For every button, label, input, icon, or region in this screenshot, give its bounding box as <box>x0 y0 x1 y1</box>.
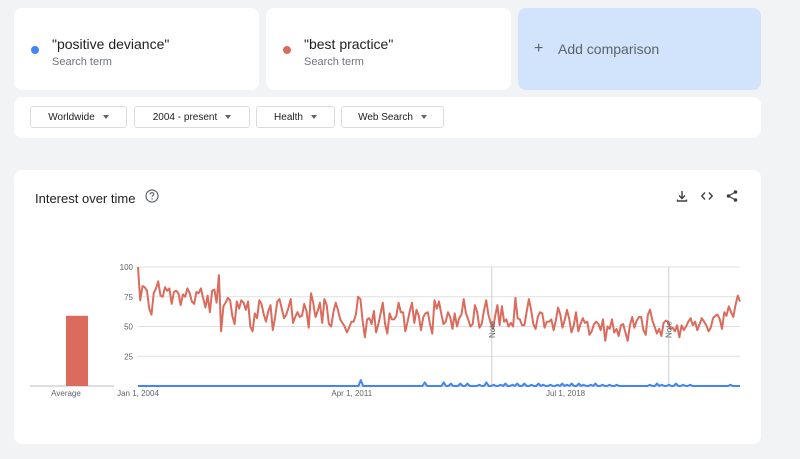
filter-category-dropdown[interactable]: Health <box>256 106 335 128</box>
filter-label: Web Search <box>358 111 413 123</box>
filter-time-range-dropdown[interactable]: 2004 - present <box>134 106 250 128</box>
y-tick-label: 50 <box>124 323 133 332</box>
y-tick-label: 100 <box>120 263 134 272</box>
chevron-down-icon <box>225 115 232 119</box>
filter-region-dropdown[interactable]: Worldwide <box>30 106 127 128</box>
filter-label: Health <box>274 111 303 123</box>
average-label: Average <box>51 389 81 398</box>
series-line-best-practice[interactable] <box>137 266 741 342</box>
note-marker-label[interactable]: Note <box>665 321 674 338</box>
filter-label: Worldwide <box>48 111 95 123</box>
plus-icon: + <box>534 40 544 57</box>
average-bar-best-practice[interactable] <box>66 315 88 386</box>
search-term-card-best-practice[interactable]: "best practice" Search term <box>266 8 511 90</box>
filter-bar: Worldwide 2004 - present Health Web Sear… <box>14 97 761 138</box>
term-type-label: Search term <box>304 56 364 68</box>
note-marker-label[interactable]: Note <box>488 321 497 338</box>
y-tick-label: 25 <box>124 352 133 361</box>
y-tick-label: 75 <box>124 293 133 302</box>
chevron-down-icon <box>420 115 427 119</box>
share-icon[interactable] <box>725 189 739 203</box>
help-icon[interactable] <box>145 189 159 203</box>
add-comparison-button[interactable]: + Add comparison <box>518 8 761 90</box>
interest-over-time-card: Interest over time 100 75 50 25 Note Note Jan … <box>14 170 761 444</box>
filter-search-type-dropdown[interactable]: Web Search <box>341 106 444 128</box>
embed-icon[interactable] <box>700 189 714 203</box>
series-line-positive-deviance[interactable] <box>138 379 740 387</box>
search-term-card-positive-deviance[interactable]: "positive deviance" Search term <box>14 8 259 90</box>
term-name[interactable]: "positive deviance" <box>52 36 170 52</box>
x-tick-label: Jan 1, 2004 <box>117 389 159 398</box>
term-color-dot <box>31 46 39 54</box>
chart-title: Interest over time <box>35 191 136 206</box>
add-comparison-label: Add comparison <box>558 41 660 57</box>
term-type-label: Search term <box>52 56 112 68</box>
chevron-down-icon <box>310 115 317 119</box>
chevron-down-icon <box>102 115 109 119</box>
term-name[interactable]: "best practice" <box>304 36 394 52</box>
x-tick-label: Apr 1, 2011 <box>331 389 372 398</box>
x-tick-label: Jul 1, 2018 <box>546 389 586 398</box>
download-icon[interactable] <box>675 189 689 203</box>
filter-label: 2004 - present <box>152 111 218 123</box>
interest-chart: 100 75 50 25 Note Note Jan 1, 2004 Apr 1, 2011 J… <box>30 263 741 398</box>
term-color-dot <box>283 46 291 54</box>
